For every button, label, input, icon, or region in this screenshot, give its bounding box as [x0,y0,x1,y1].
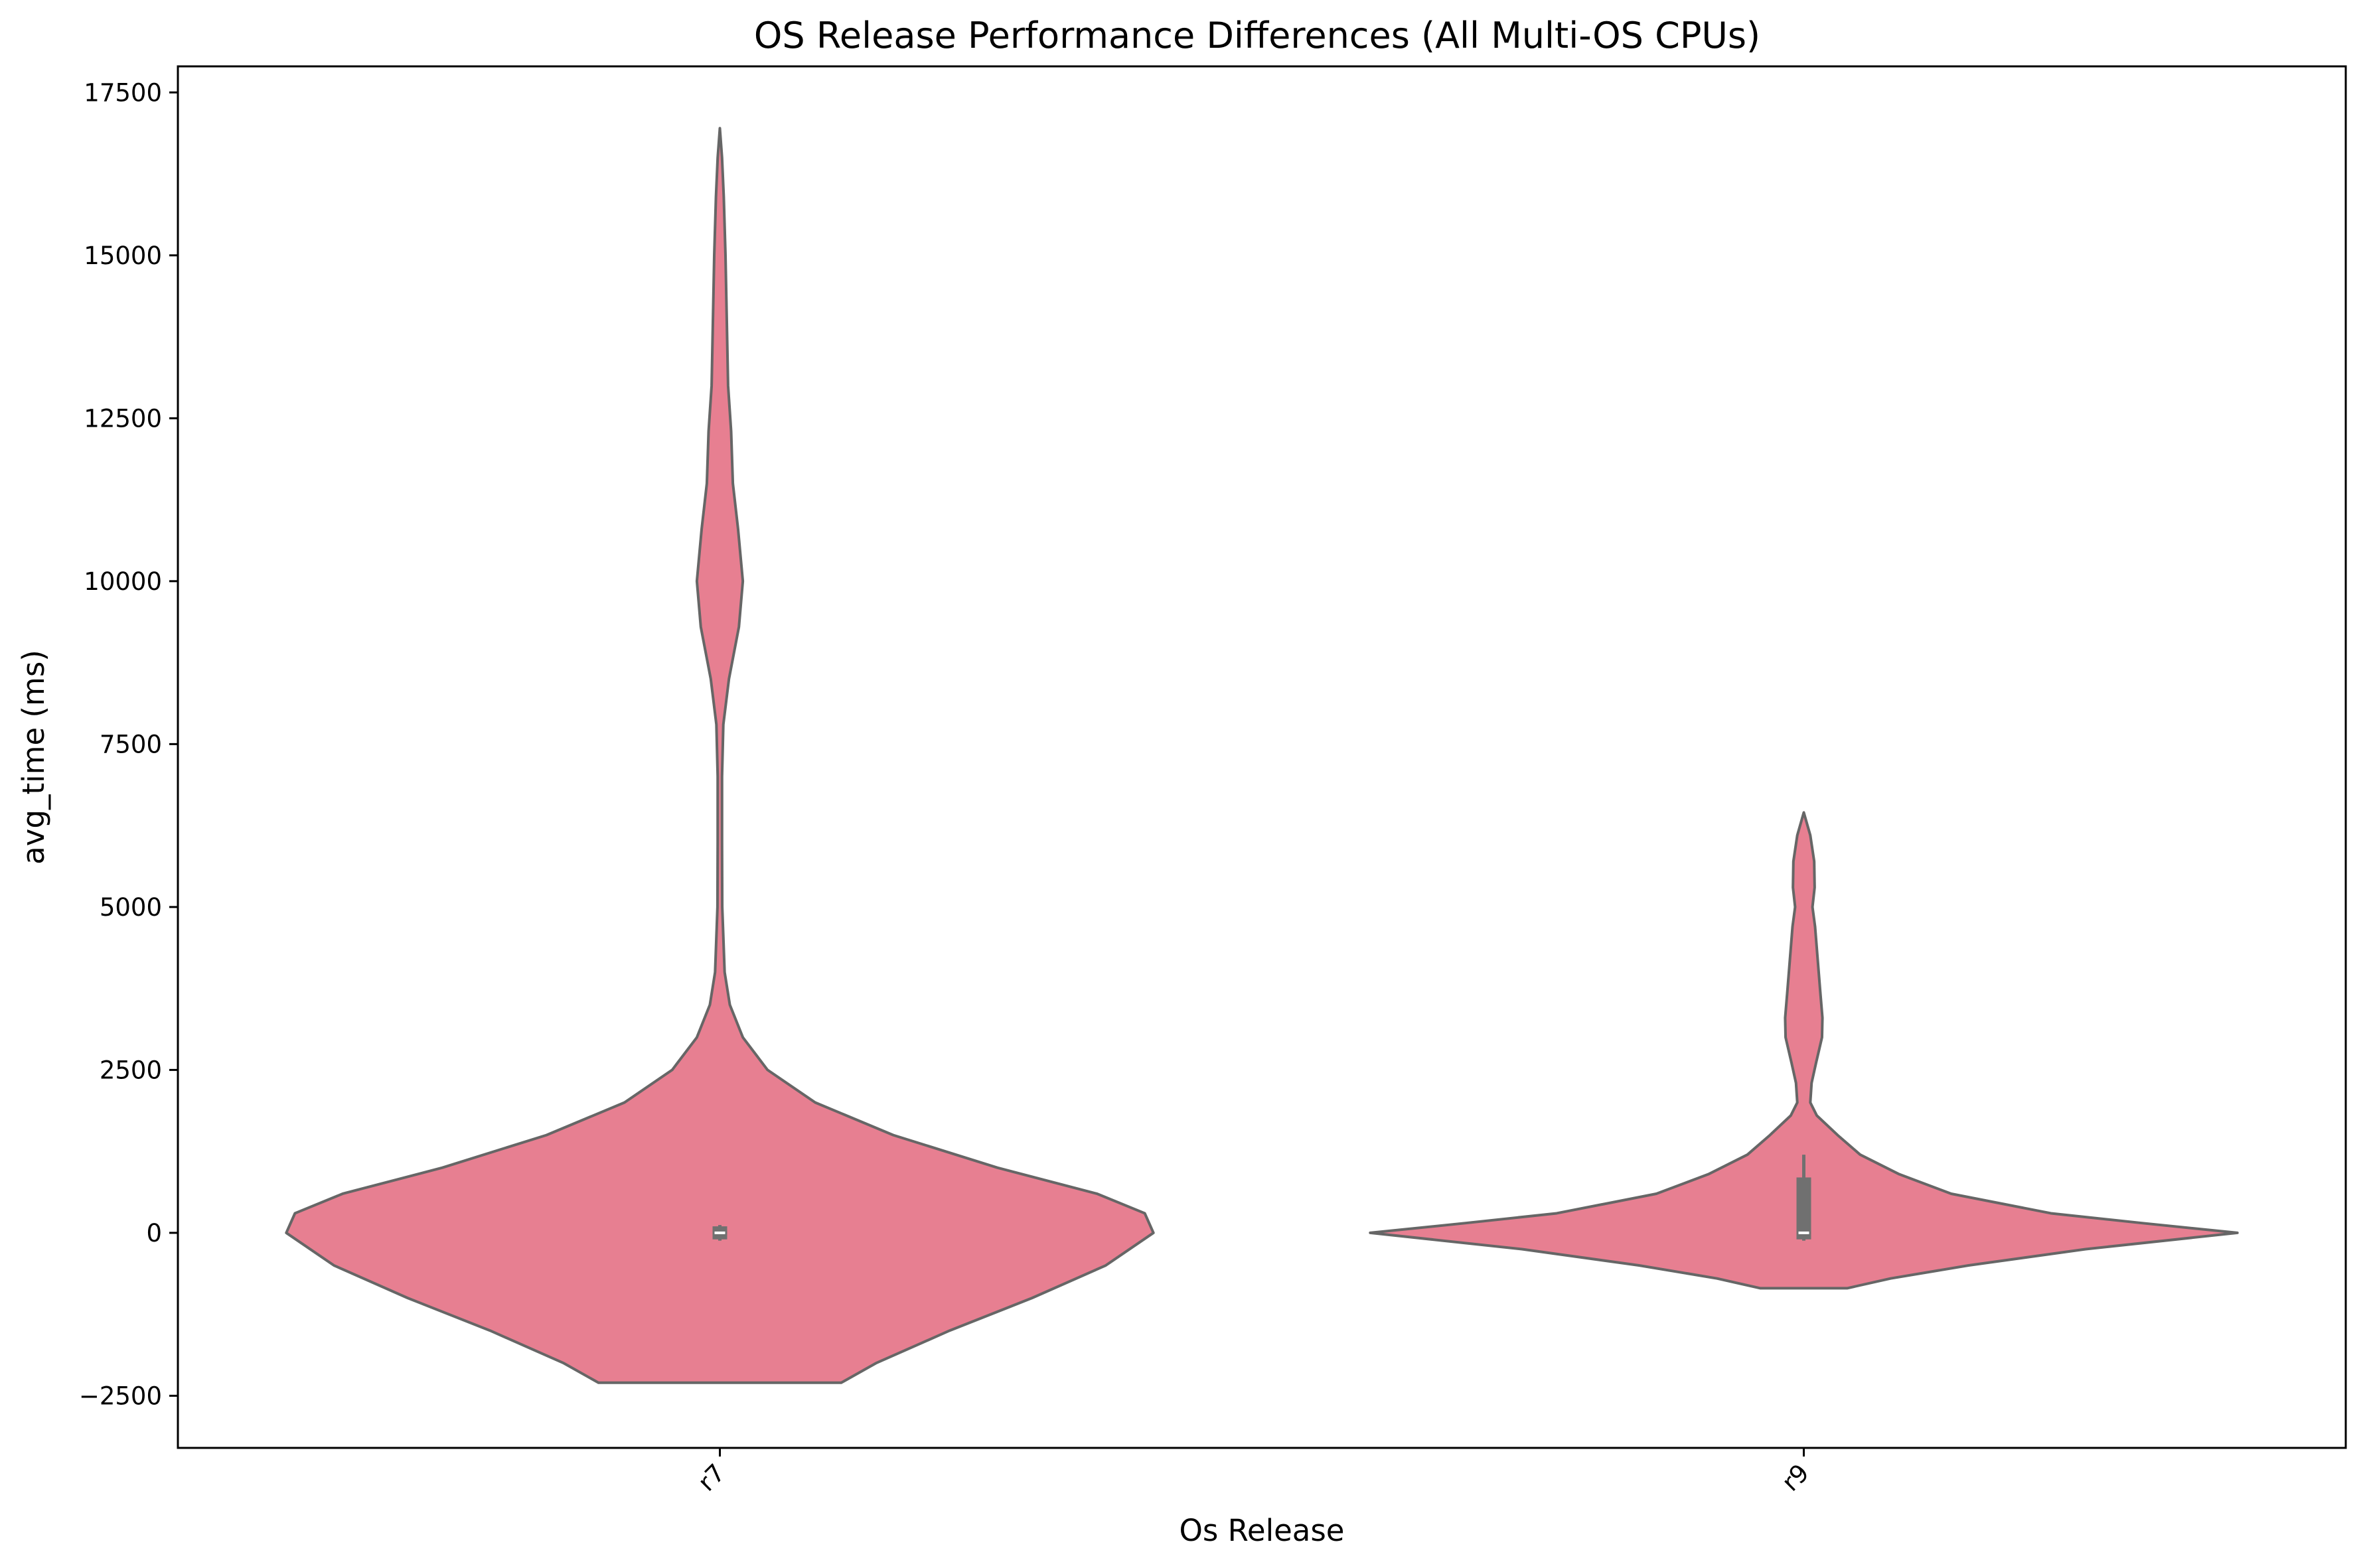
x-axis-label: Os Release [1180,1513,1345,1548]
y-tick-label: 7500 [100,730,162,758]
chart-title: OS Release Performance Differences (All … [754,15,1760,56]
violin-iqr-box-r9 [1796,1177,1811,1240]
y-tick-label: 2500 [100,1056,162,1084]
violin-body-r7 [285,127,1155,1384]
violin-r7 [285,127,1155,1384]
y-tick-label: 0 [146,1219,162,1247]
y-axis-label: avg_time (ms) [16,650,51,865]
y-tick-label: −2500 [79,1382,162,1410]
plot-frame [177,65,2347,1449]
y-axis: −2500 0 2500 5000 7500 10000 12500 15000 17500 [79,78,178,1410]
violin-r9 [1369,811,2239,1290]
y-tick-label: 17500 [84,78,162,107]
y-tick-label: 15000 [84,242,162,270]
y-tick-label: 10000 [84,567,162,596]
y-tick-label: 5000 [100,893,162,922]
violin-layer [285,127,2239,1384]
violin-body-r9 [1369,811,2239,1290]
y-tick-label: 12500 [84,404,162,433]
